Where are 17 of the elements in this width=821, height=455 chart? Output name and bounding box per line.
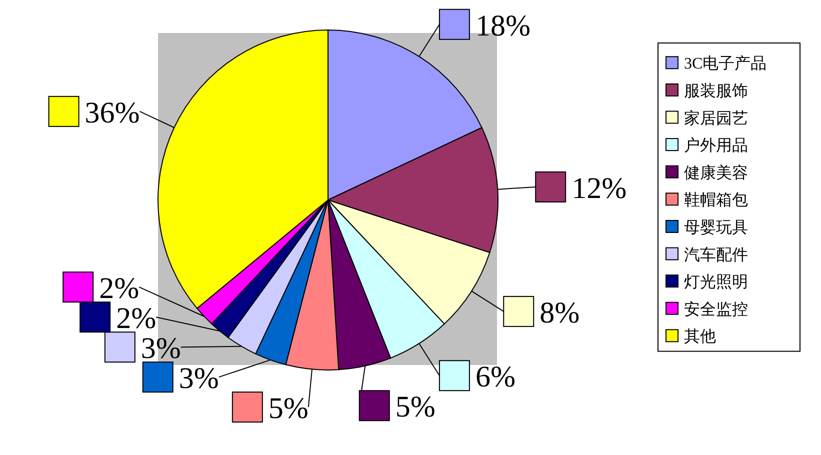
legend-label: 其他 [684,328,716,346]
legend-label: 户外用品 [684,136,748,155]
legend-label: 安全监控 [684,300,748,318]
data-label: 12% [572,172,627,205]
legend-label: 汽车配件 [684,246,748,264]
legend-label: 3C电子产品 [684,54,767,73]
data-label: 36% [84,96,140,130]
legend-label: 家居园艺 [684,109,748,128]
data-label: 5% [268,392,308,426]
legend-label: 服装服饰 [684,82,748,100]
data-label: 6% [475,360,516,394]
legend-label: 鞋帽箱包 [684,191,748,210]
legend-label: 灯光照明 [684,273,748,292]
data-label: 18% [475,9,530,42]
data-label: 8% [540,296,580,330]
legend-label: 健康美容 [684,164,748,182]
legend-label: 母婴玩具 [684,219,748,236]
